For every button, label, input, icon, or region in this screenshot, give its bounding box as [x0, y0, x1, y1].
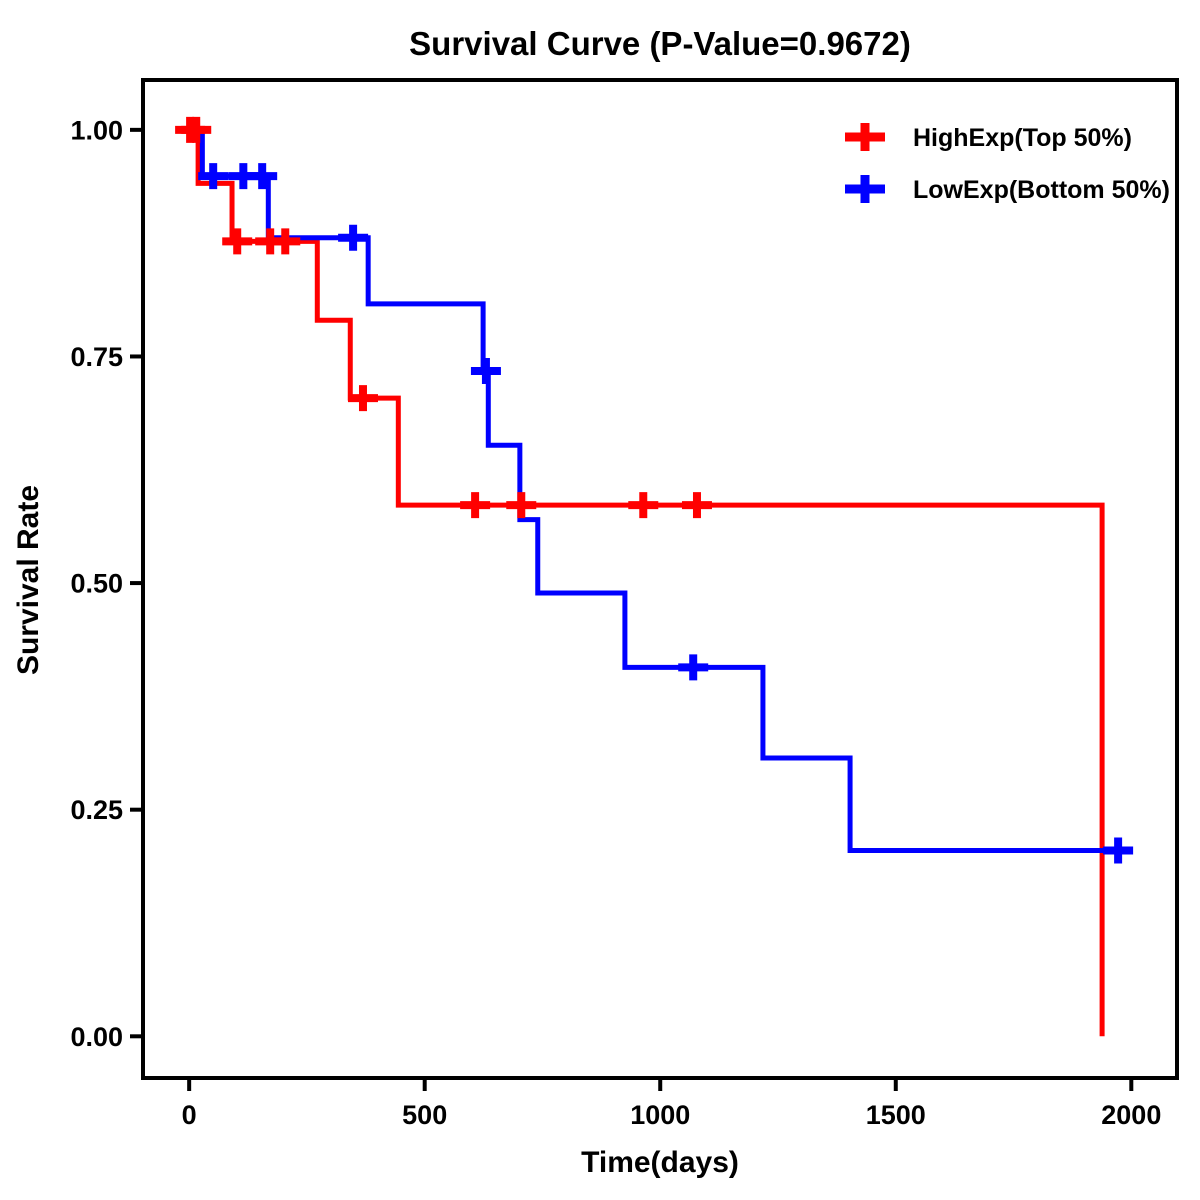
y-tick-label: 0.75	[70, 342, 123, 372]
chart-title: Survival Curve (P-Value=0.9672)	[409, 25, 911, 62]
x-tick-label: 0	[182, 1100, 197, 1130]
y-tick-label: 0.00	[70, 1022, 123, 1052]
censor-marks-lowexp	[198, 163, 1134, 864]
y-tick-label: 0.25	[70, 795, 123, 825]
legend-label-highexp: HighExp(Top 50%)	[913, 124, 1132, 152]
legend-label-lowexp: LowExp(Bottom 50%)	[913, 176, 1170, 204]
x-tick-label: 1500	[866, 1100, 926, 1130]
legend-markers	[845, 123, 885, 203]
x-tick-label: 2000	[1101, 1100, 1161, 1130]
plot-border	[141, 78, 1179, 1080]
x-tick-label: 500	[402, 1100, 447, 1130]
survival-step-curve-highexp	[189, 127, 1105, 1037]
y-tick-label: 1.00	[70, 115, 123, 145]
censor-marks-highexp	[175, 116, 712, 519]
legend: HighExp(Top 50%) LowExp(Bottom 50%)	[845, 123, 1170, 204]
x-tick-label: 1000	[630, 1100, 690, 1130]
y-axis-label: Survival Rate	[12, 485, 45, 675]
survival-step-curve-lowexp	[189, 127, 1133, 853]
x-axis-label: Time(days)	[581, 1146, 739, 1179]
plot-area: 1.00 0.75 0.50 0.25 0.00 0 500 1000 1500 2000	[70, 78, 1179, 1130]
y-tick-label: 0.50	[70, 569, 123, 599]
